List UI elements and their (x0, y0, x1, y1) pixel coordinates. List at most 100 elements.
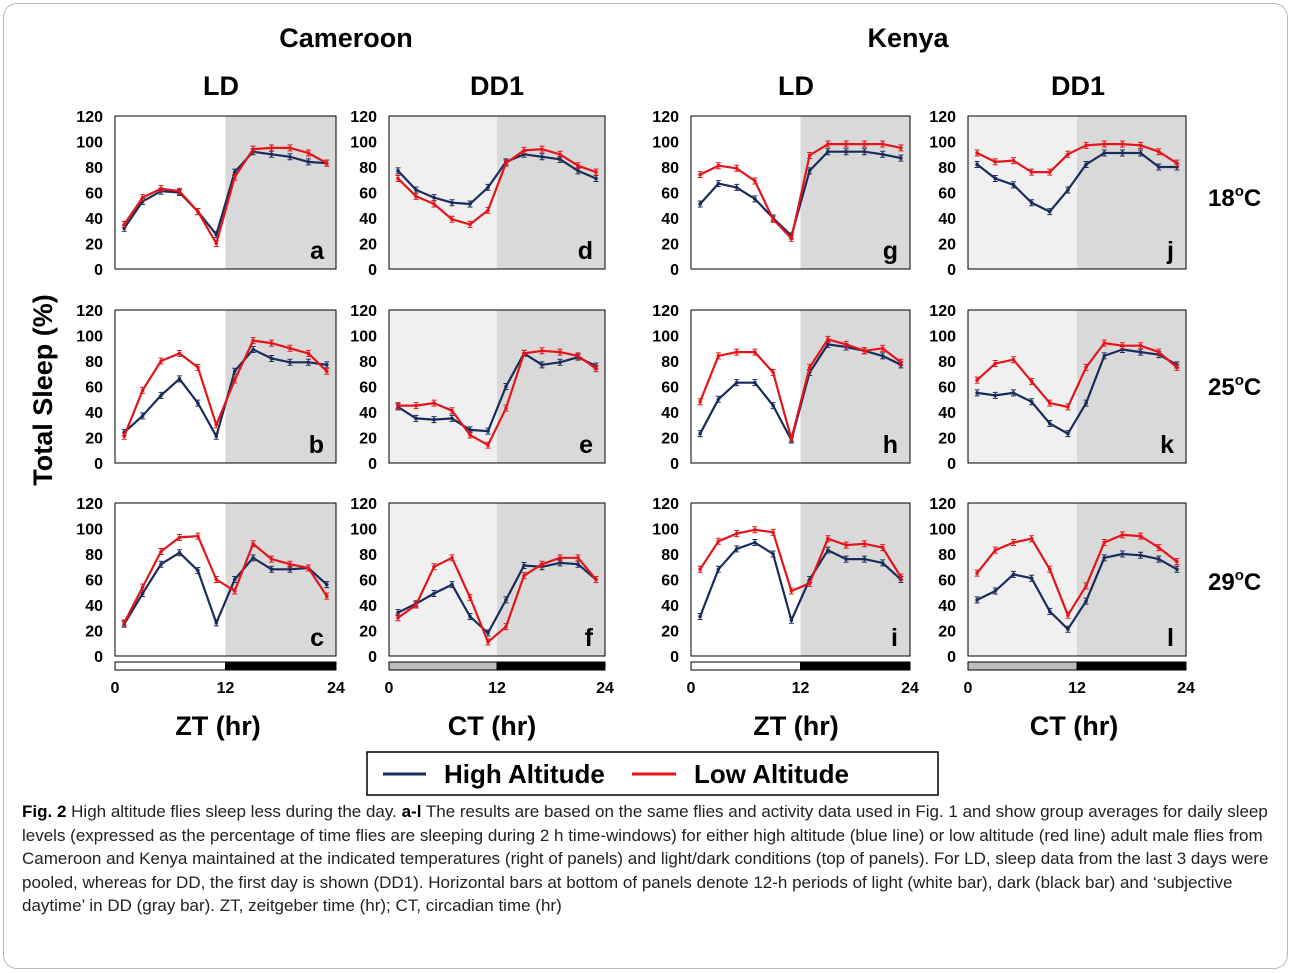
y-tick-label-c-40: 40 (85, 598, 103, 615)
data-point-high-h-1 (716, 397, 721, 402)
data-point-high-j-4 (1047, 209, 1052, 214)
y-tick-label-b-60: 60 (85, 380, 103, 397)
data-point-low-i-8 (844, 543, 848, 547)
data-point-high-d-1 (414, 188, 418, 192)
y-tick-label-d-60: 60 (359, 186, 377, 203)
caption-fig-label: Fig. 2 (22, 802, 67, 821)
panel-h-frame (690, 309, 911, 464)
data-point-high-c-1 (140, 591, 145, 596)
data-point-high-l-4 (1047, 609, 1052, 614)
data-point-low-c-7 (251, 542, 255, 546)
data-point-low-b-0 (122, 434, 127, 439)
data-point-high-a-10 (306, 160, 311, 164)
data-point-low-l-1 (993, 548, 998, 552)
data-point-low-g-8 (844, 142, 848, 146)
panel-f: 0 20 40 60 80 100 120 0 12 24 f (350, 496, 614, 697)
data-point-high-a-6 (232, 170, 237, 174)
y-tick-label-d-0: 0 (368, 262, 377, 279)
data-point-low-d-5 (486, 208, 490, 213)
data-point-high-d-5 (486, 185, 490, 190)
data-point-low-i-3 (753, 527, 757, 532)
data-point-low-d-6 (504, 161, 508, 165)
panel-d-night-shade (497, 116, 605, 269)
data-point-low-j-1 (993, 160, 998, 164)
data-point-low-a-5 (214, 241, 219, 246)
data-point-high-b-4 (196, 401, 200, 405)
dark-period-bar-l (1076, 661, 1187, 671)
data-point-high-k-9 (1138, 350, 1143, 354)
data-point-low-h-4 (771, 370, 775, 375)
panel-c-day-shade (115, 503, 226, 656)
series-line-low-c (123, 534, 328, 624)
series-line-low-d (397, 148, 597, 226)
data-point-low-h-2 (734, 350, 739, 354)
data-point-low-d-11 (594, 170, 598, 174)
data-point-low-b-11 (324, 369, 329, 374)
data-point-low-b-4 (196, 365, 200, 370)
y-tick-label-b-40: 40 (85, 405, 103, 422)
y-tick-label-f-0: 0 (368, 649, 377, 666)
data-point-low-e-3 (450, 408, 454, 413)
y-tick-label-d-20: 20 (359, 237, 377, 254)
data-point-low-g-0 (698, 172, 702, 177)
data-point-high-c-3 (177, 550, 182, 555)
data-point-low-i-7 (826, 536, 830, 541)
y-tick-label-h-80: 80 (661, 354, 679, 371)
data-point-low-i-10 (880, 545, 885, 550)
y-tick-label-b-120: 120 (76, 303, 103, 320)
series-line-low-h (699, 338, 902, 440)
y-tick-label-g-100: 100 (652, 135, 679, 152)
data-point-high-k-7 (1102, 354, 1107, 358)
panel-letter-l: l (1167, 624, 1174, 652)
data-point-high-b-1 (140, 414, 145, 418)
series-line-high-e (397, 352, 597, 433)
data-point-low-d-4 (468, 222, 472, 227)
data-point-high-j-3 (1029, 200, 1034, 205)
data-point-high-i-2 (734, 547, 739, 551)
panel-i: 0 20 40 60 80 100 120 0 12 24 i (652, 496, 919, 697)
data-point-low-i-4 (771, 530, 775, 535)
panel-i-night-shade (800, 503, 910, 656)
y-tick-label-j-0: 0 (947, 262, 956, 279)
panel-l-day-shade (968, 503, 1077, 656)
y-tick-label-a-120: 120 (76, 109, 103, 126)
data-point-low-a-7 (251, 147, 255, 151)
y-tick-label-f-40: 40 (359, 598, 377, 615)
panel-h-day-shade (691, 310, 801, 463)
data-point-low-b-1 (140, 388, 145, 393)
data-point-high-f-10 (576, 562, 580, 566)
panel-b-night-shade (225, 310, 336, 463)
y-tick-label-b-20: 20 (85, 431, 103, 448)
data-point-low-f-5 (486, 640, 490, 644)
data-point-high-g-10 (880, 152, 885, 157)
light-period-bar-f (388, 661, 498, 671)
data-point-low-d-7 (522, 148, 526, 153)
y-tick-label-d-100: 100 (350, 135, 377, 152)
y-tick-label-a-40: 40 (85, 211, 103, 228)
y-tick-label-a-80: 80 (85, 160, 103, 177)
data-point-high-i-8 (844, 557, 848, 561)
country-label-cameroon: Cameroon (279, 23, 413, 53)
x-axis-label-kenya-ld: ZT (hr) (753, 711, 838, 741)
data-point-high-g-1 (716, 181, 721, 186)
data-point-low-d-1 (414, 194, 418, 199)
data-point-low-l-2 (1011, 540, 1016, 545)
data-point-low-k-10 (1156, 350, 1161, 354)
data-point-low-i-6 (807, 581, 812, 586)
y-tick-label-d-40: 40 (359, 211, 377, 228)
data-point-low-l-6 (1084, 584, 1088, 588)
data-point-low-h-7 (826, 337, 830, 342)
x-tick-label-c-0: 0 (111, 680, 120, 697)
data-point-high-a-8 (269, 152, 274, 157)
data-point-low-a-8 (269, 146, 274, 150)
data-point-low-g-7 (826, 142, 830, 146)
data-point-low-b-10 (306, 351, 311, 356)
data-point-low-k-5 (1066, 405, 1070, 409)
data-point-low-d-9 (558, 152, 562, 157)
data-point-high-i-0 (698, 614, 702, 619)
panel-f-day-shade (389, 503, 497, 656)
caption-panels-ref: a-l (401, 802, 422, 821)
data-point-low-a-6 (232, 175, 237, 179)
panel-letter-j: j (1166, 237, 1174, 265)
panel-e-night-shade (497, 310, 605, 463)
